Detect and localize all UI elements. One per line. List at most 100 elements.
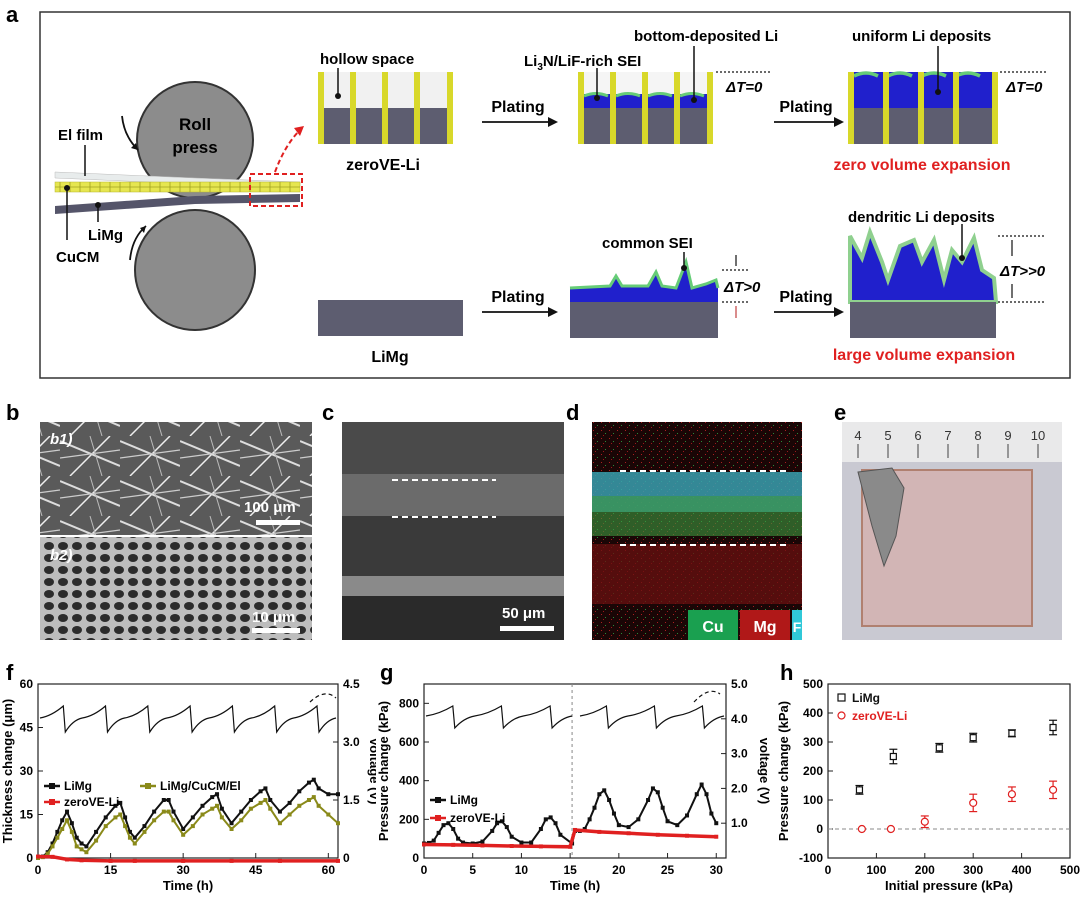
data-point — [1007, 790, 1017, 799]
data-point — [519, 840, 524, 845]
data-point — [568, 844, 573, 849]
y-tick-label: 400 — [803, 706, 823, 720]
data-point — [509, 844, 514, 849]
data-point — [538, 827, 543, 831]
x-tick-label: 100 — [866, 863, 886, 877]
b1-label: b1) — [50, 431, 73, 448]
bottom-deposited-structure — [578, 72, 713, 144]
limg-label: LiMg — [88, 227, 123, 244]
x-tick-label: 30 — [710, 863, 724, 877]
y2-tick-label: 4.5 — [343, 677, 360, 691]
data-point — [277, 809, 282, 814]
limg-dot — [95, 202, 101, 208]
data-point — [456, 836, 461, 841]
legend-cu: Cu — [702, 619, 723, 636]
data-point — [84, 844, 89, 849]
x-axis-label: Initial pressure (kPa) — [885, 878, 1013, 893]
legend-label: LiMg — [852, 691, 880, 705]
y-tick-label: 600 — [399, 735, 419, 749]
data-point — [607, 798, 612, 802]
data-point — [152, 818, 157, 823]
scale-b2: 10 μm — [252, 609, 295, 626]
legend-marker — [49, 799, 55, 805]
y2-tick-label: 3.0 — [731, 747, 748, 761]
data-point — [65, 809, 70, 814]
data-point — [142, 824, 147, 829]
sem-b2 — [40, 537, 312, 640]
scalebar-c — [500, 626, 554, 631]
data-point — [311, 777, 316, 782]
legend-marker — [837, 711, 846, 720]
data-point — [79, 847, 84, 852]
data-point — [1008, 729, 1016, 737]
ruler-ticks: 4 5 6 7 8 9 10 — [854, 428, 1045, 458]
zeroveli-structure — [318, 72, 453, 144]
data-point — [316, 803, 321, 808]
data-point — [287, 812, 292, 817]
y-tick-label: 0 — [26, 851, 33, 865]
y2-tick-label: 3.0 — [343, 735, 360, 749]
data-point — [132, 858, 137, 863]
ruler-tick-label: 5 — [884, 428, 891, 443]
voltage-curve — [39, 704, 337, 734]
data-point — [480, 839, 485, 844]
data-point — [499, 819, 504, 824]
uniform-deposits-label: uniform Li deposits — [852, 28, 991, 45]
legend-label: zeroVE-Li — [852, 709, 907, 723]
data-point — [582, 827, 587, 831]
data-point — [886, 824, 896, 834]
data-point — [1049, 723, 1057, 732]
data-point — [132, 841, 137, 846]
micrograph-row: b b1) b2) 100 μm 10 μm c 50 μm d Cu Mg F… — [6, 400, 1062, 640]
eds-mg-region — [592, 544, 802, 604]
y-tick-label: 500 — [803, 677, 823, 691]
sei-dot — [594, 95, 600, 101]
ruler — [842, 422, 1062, 462]
data-point — [210, 795, 215, 800]
data-point — [336, 858, 340, 863]
ruler-tick-label: 10 — [1031, 428, 1045, 443]
dendritic-structure — [848, 225, 999, 338]
data-point — [239, 809, 244, 814]
data-point — [118, 812, 123, 817]
y-tick-label: 30 — [20, 764, 34, 778]
y-axis-label: Pressure change (kPa) — [376, 701, 391, 841]
voltage-curve — [425, 704, 573, 730]
data-point — [161, 798, 166, 802]
x-tick-label: 500 — [1060, 863, 1080, 877]
x-tick-label: 15 — [104, 863, 118, 877]
data-point — [268, 798, 273, 802]
data-point — [277, 858, 282, 863]
data-point — [626, 831, 631, 836]
voltage-curve — [579, 704, 725, 730]
dendritic-dot — [959, 255, 965, 261]
data-point — [969, 734, 977, 742]
data-point — [326, 792, 331, 797]
y-tick-label: 15 — [20, 808, 34, 822]
data-point — [219, 815, 224, 820]
x-tick-label: 0 — [35, 863, 42, 877]
x-tick-label: 300 — [963, 863, 983, 877]
x-tick-label: 45 — [249, 863, 263, 877]
scalebar-b2 — [252, 628, 300, 633]
cucm-mesh-lines — [55, 182, 300, 192]
data-point — [258, 789, 263, 794]
data-point — [451, 842, 456, 847]
cucm-label: CuCM — [56, 249, 99, 266]
data-point — [181, 832, 186, 837]
data-point — [297, 789, 302, 794]
data-point — [161, 809, 166, 814]
data-point — [553, 821, 558, 826]
x-axis-label: Time (h) — [163, 878, 213, 893]
plating-top-1: Plating — [491, 99, 544, 116]
data-point — [263, 786, 268, 791]
data-point — [132, 835, 137, 840]
uniform-deposits-structure — [848, 71, 998, 144]
data-point — [611, 811, 616, 816]
data-point — [431, 838, 436, 843]
data-point — [709, 811, 714, 816]
data-point — [889, 752, 897, 761]
data-point — [326, 812, 331, 817]
x-tick-label: 0 — [421, 863, 428, 877]
delta-t0-1: ΔT=0 — [725, 79, 763, 96]
